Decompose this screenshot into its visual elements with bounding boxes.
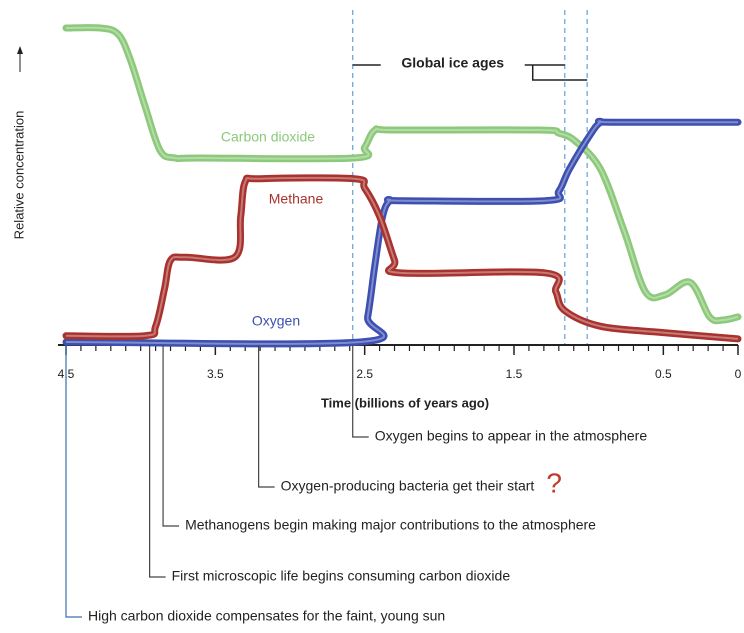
series-line: [62, 174, 742, 343]
annotation-line: [162, 345, 180, 527]
ice-age-label: Global ice ages: [401, 55, 504, 71]
annotation-mark: ?: [546, 467, 562, 498]
x-tick-label: 3.5: [207, 367, 224, 381]
annotation-line: [65, 345, 82, 618]
annotation-text: Oxygen begins to appear in the atmospher…: [375, 428, 648, 444]
annotation-line: [149, 345, 166, 578]
annotation-text: First microscopic life begins consuming …: [172, 568, 511, 584]
annotation-line: [352, 345, 369, 438]
series-highlight: [65, 176, 739, 340]
series-label: Carbon dioxide: [221, 129, 315, 145]
ice-age-bracket: [352, 64, 588, 81]
y-arrowhead: [17, 46, 23, 54]
series-line: [62, 117, 742, 348]
x-tick-label: 0.5: [655, 367, 672, 381]
series-highlight: [65, 120, 738, 345]
annotation-text: Oxygen-producing bacteria get their star…: [281, 478, 535, 494]
annotation-line: [258, 345, 275, 488]
series-label: Oxygen: [252, 313, 300, 329]
y-axis-label: Relative concentration: [11, 111, 26, 240]
annotation-text: Methanogens begin making major contribut…: [185, 517, 596, 533]
series-line: [62, 24, 742, 325]
series-label: Methane: [269, 191, 324, 207]
x-tick-label: 0: [735, 367, 742, 381]
x-axis-label: Time (billions of years ago): [321, 395, 489, 410]
x-tick-label: 1.5: [506, 367, 523, 381]
series-highlight: [65, 26, 739, 322]
x-tick-label: 2.5: [356, 367, 373, 381]
annotation-text: High carbon dioxide compensates for the …: [88, 608, 445, 624]
